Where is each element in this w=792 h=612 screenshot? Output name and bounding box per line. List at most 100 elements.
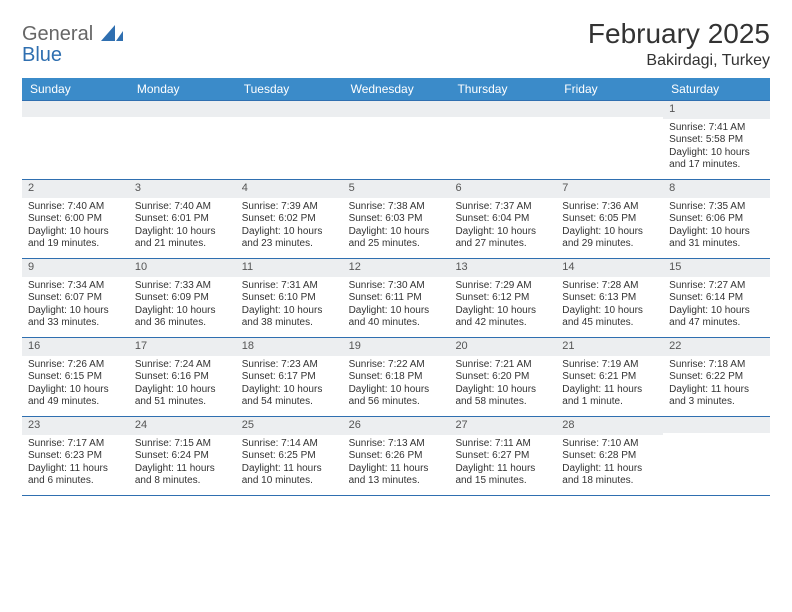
day-number	[663, 417, 770, 433]
sunrise-text: Sunrise: 7:10 AM	[562, 438, 657, 451]
day-content: Sunrise: 7:34 AMSunset: 6:07 PMDaylight:…	[22, 277, 129, 335]
day-content	[449, 117, 556, 167]
sunset-text: Sunset: 6:02 PM	[242, 213, 337, 226]
calendar-cell: 21Sunrise: 7:19 AMSunset: 6:21 PMDayligh…	[556, 338, 663, 416]
day-content: Sunrise: 7:41 AMSunset: 5:58 PMDaylight:…	[663, 119, 770, 177]
day-content: Sunrise: 7:35 AMSunset: 6:06 PMDaylight:…	[663, 198, 770, 256]
calendar-row: 9Sunrise: 7:34 AMSunset: 6:07 PMDaylight…	[22, 258, 770, 337]
weekday-header-row: Sunday Monday Tuesday Wednesday Thursday…	[22, 78, 770, 100]
calendar-cell: 23Sunrise: 7:17 AMSunset: 6:23 PMDayligh…	[22, 417, 129, 495]
sunrise-text: Sunrise: 7:18 AM	[669, 359, 764, 372]
day-number	[236, 101, 343, 117]
sunset-text: Sunset: 6:21 PM	[562, 371, 657, 384]
sunset-text: Sunset: 6:20 PM	[455, 371, 550, 384]
sunset-text: Sunset: 6:07 PM	[28, 292, 123, 305]
calendar-cell	[129, 101, 236, 179]
day-number: 15	[663, 259, 770, 277]
brand-text: General Blue	[22, 24, 123, 65]
sunrise-text: Sunrise: 7:26 AM	[28, 359, 123, 372]
day-number	[343, 101, 450, 117]
sunrise-text: Sunrise: 7:19 AM	[562, 359, 657, 372]
day-number: 23	[22, 417, 129, 435]
sunrise-text: Sunrise: 7:23 AM	[242, 359, 337, 372]
sunset-text: Sunset: 6:13 PM	[562, 292, 657, 305]
sunrise-text: Sunrise: 7:37 AM	[455, 201, 550, 214]
day-number: 28	[556, 417, 663, 435]
day-content: Sunrise: 7:38 AMSunset: 6:03 PMDaylight:…	[343, 198, 450, 256]
sunrise-text: Sunrise: 7:28 AM	[562, 280, 657, 293]
sunset-text: Sunset: 6:26 PM	[349, 450, 444, 463]
day-number: 19	[343, 338, 450, 356]
day-number: 9	[22, 259, 129, 277]
day-number: 26	[343, 417, 450, 435]
month-title: February 2025	[588, 18, 770, 50]
day-content	[236, 117, 343, 167]
daylight-text: Daylight: 11 hours and 15 minutes.	[455, 463, 550, 488]
brand-line1: General	[22, 23, 93, 45]
calendar-cell	[663, 417, 770, 495]
sunrise-text: Sunrise: 7:15 AM	[135, 438, 230, 451]
sunrise-text: Sunrise: 7:14 AM	[242, 438, 337, 451]
day-number: 1	[663, 101, 770, 119]
daylight-text: Daylight: 10 hours and 49 minutes.	[28, 384, 123, 409]
day-content: Sunrise: 7:28 AMSunset: 6:13 PMDaylight:…	[556, 277, 663, 335]
day-content: Sunrise: 7:39 AMSunset: 6:02 PMDaylight:…	[236, 198, 343, 256]
calendar-cell	[236, 101, 343, 179]
day-number: 8	[663, 180, 770, 198]
day-content: Sunrise: 7:37 AMSunset: 6:04 PMDaylight:…	[449, 198, 556, 256]
day-content: Sunrise: 7:40 AMSunset: 6:01 PMDaylight:…	[129, 198, 236, 256]
daylight-text: Daylight: 10 hours and 36 minutes.	[135, 305, 230, 330]
calendar-cell: 4Sunrise: 7:39 AMSunset: 6:02 PMDaylight…	[236, 180, 343, 258]
daylight-text: Daylight: 10 hours and 40 minutes.	[349, 305, 444, 330]
title-block: February 2025 Bakirdagi, Turkey	[588, 18, 770, 70]
day-content: Sunrise: 7:15 AMSunset: 6:24 PMDaylight:…	[129, 435, 236, 493]
day-number: 11	[236, 259, 343, 277]
calendar-cell	[343, 101, 450, 179]
sunrise-text: Sunrise: 7:40 AM	[135, 201, 230, 214]
sunset-text: Sunset: 6:28 PM	[562, 450, 657, 463]
sunrise-text: Sunrise: 7:36 AM	[562, 201, 657, 214]
calendar-cell: 9Sunrise: 7:34 AMSunset: 6:07 PMDaylight…	[22, 259, 129, 337]
day-number: 16	[22, 338, 129, 356]
sunrise-text: Sunrise: 7:33 AM	[135, 280, 230, 293]
sunset-text: Sunset: 6:24 PM	[135, 450, 230, 463]
calendar-grid: Sunday Monday Tuesday Wednesday Thursday…	[22, 78, 770, 496]
day-number: 14	[556, 259, 663, 277]
weekday-header: Thursday	[449, 78, 556, 100]
calendar-cell: 2Sunrise: 7:40 AMSunset: 6:00 PMDaylight…	[22, 180, 129, 258]
sunset-text: Sunset: 6:16 PM	[135, 371, 230, 384]
calendar-cell: 24Sunrise: 7:15 AMSunset: 6:24 PMDayligh…	[129, 417, 236, 495]
day-content	[22, 117, 129, 167]
day-number: 18	[236, 338, 343, 356]
day-content: Sunrise: 7:13 AMSunset: 6:26 PMDaylight:…	[343, 435, 450, 493]
calendar-cell: 5Sunrise: 7:38 AMSunset: 6:03 PMDaylight…	[343, 180, 450, 258]
calendar-cell: 28Sunrise: 7:10 AMSunset: 6:28 PMDayligh…	[556, 417, 663, 495]
calendar-cell: 26Sunrise: 7:13 AMSunset: 6:26 PMDayligh…	[343, 417, 450, 495]
sunset-text: Sunset: 5:58 PM	[669, 134, 764, 147]
weekday-header: Tuesday	[236, 78, 343, 100]
day-number: 10	[129, 259, 236, 277]
sunrise-text: Sunrise: 7:41 AM	[669, 122, 764, 135]
sunset-text: Sunset: 6:14 PM	[669, 292, 764, 305]
calendar-cell: 3Sunrise: 7:40 AMSunset: 6:01 PMDaylight…	[129, 180, 236, 258]
sunrise-text: Sunrise: 7:29 AM	[455, 280, 550, 293]
weekday-header: Saturday	[663, 78, 770, 100]
sunset-text: Sunset: 6:23 PM	[28, 450, 123, 463]
calendar-cell: 6Sunrise: 7:37 AMSunset: 6:04 PMDaylight…	[449, 180, 556, 258]
sunset-text: Sunset: 6:06 PM	[669, 213, 764, 226]
daylight-text: Daylight: 10 hours and 17 minutes.	[669, 147, 764, 172]
calendar-row: 2Sunrise: 7:40 AMSunset: 6:00 PMDaylight…	[22, 179, 770, 258]
daylight-text: Daylight: 10 hours and 45 minutes.	[562, 305, 657, 330]
calendar-cell: 7Sunrise: 7:36 AMSunset: 6:05 PMDaylight…	[556, 180, 663, 258]
daylight-text: Daylight: 10 hours and 38 minutes.	[242, 305, 337, 330]
day-content: Sunrise: 7:26 AMSunset: 6:15 PMDaylight:…	[22, 356, 129, 414]
calendar-cell: 15Sunrise: 7:27 AMSunset: 6:14 PMDayligh…	[663, 259, 770, 337]
daylight-text: Daylight: 10 hours and 21 minutes.	[135, 226, 230, 251]
sunset-text: Sunset: 6:01 PM	[135, 213, 230, 226]
calendar-cell: 16Sunrise: 7:26 AMSunset: 6:15 PMDayligh…	[22, 338, 129, 416]
sunset-text: Sunset: 6:25 PM	[242, 450, 337, 463]
day-number: 20	[449, 338, 556, 356]
daylight-text: Daylight: 10 hours and 25 minutes.	[349, 226, 444, 251]
sunrise-text: Sunrise: 7:22 AM	[349, 359, 444, 372]
sunset-text: Sunset: 6:03 PM	[349, 213, 444, 226]
